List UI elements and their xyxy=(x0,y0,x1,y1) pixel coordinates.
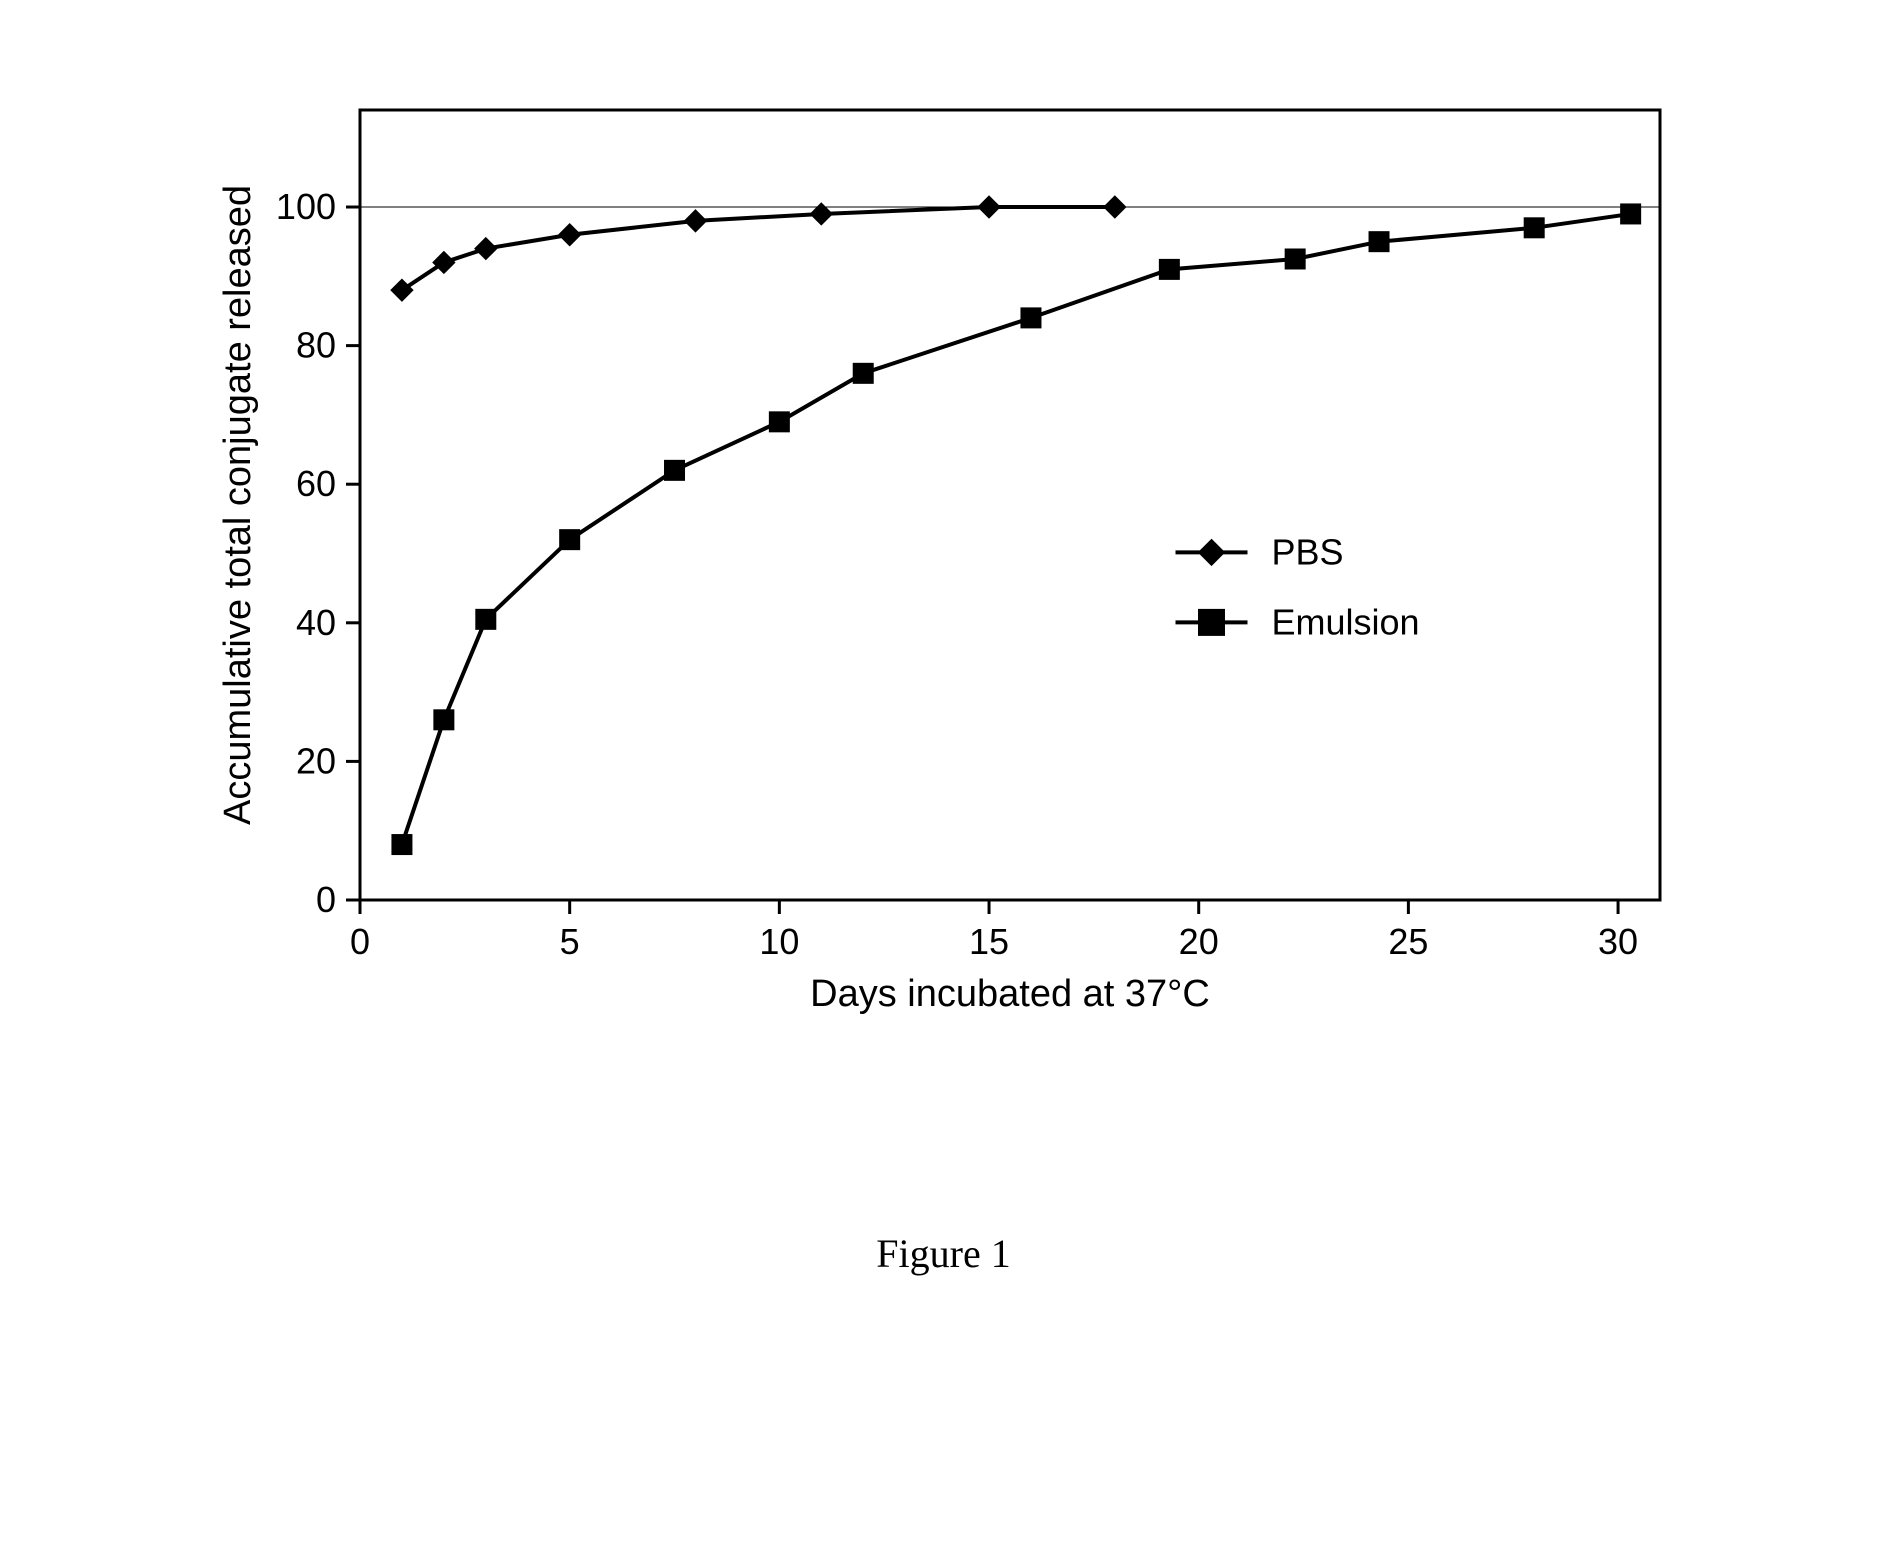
x-tick-label: 10 xyxy=(759,921,799,962)
series-marker-emulsion xyxy=(434,710,454,730)
legend-label: Emulsion xyxy=(1272,601,1420,642)
x-tick-label: 0 xyxy=(350,921,370,962)
page-container: 0 5 10 15 20 25 30 0 20 40 60 80 100 Days incubated a… xyxy=(0,0,1887,1565)
y-axis-label: Accumulative total conjugate released xyxy=(217,185,259,825)
series-marker-emulsion xyxy=(1524,218,1544,238)
series-marker-emulsion xyxy=(853,363,873,383)
y-tick-label: 0 xyxy=(316,879,336,920)
x-tick-label: 15 xyxy=(969,921,1009,962)
figure-caption: Figure 1 xyxy=(0,1230,1887,1277)
x-tick-label: 30 xyxy=(1598,921,1638,962)
series-marker-emulsion xyxy=(1285,249,1305,269)
series-marker-emulsion xyxy=(1621,204,1641,224)
series-marker-emulsion xyxy=(560,530,580,550)
y-tick-label: 100 xyxy=(276,186,336,227)
series-marker-emulsion xyxy=(1159,259,1179,279)
series-marker-emulsion xyxy=(392,835,412,855)
series-marker-emulsion xyxy=(665,460,685,480)
series-marker-emulsion xyxy=(476,609,496,629)
legend-label: PBS xyxy=(1272,531,1344,572)
chart-svg: 0 5 10 15 20 25 30 0 20 40 60 80 100 Days incubated a… xyxy=(210,60,1730,1060)
series-marker-emulsion xyxy=(1369,232,1389,252)
legend-marker xyxy=(1199,609,1225,635)
x-tick-label: 20 xyxy=(1179,921,1219,962)
series-marker-emulsion xyxy=(769,412,789,432)
y-tick-label: 40 xyxy=(296,602,336,643)
release-chart: 0 5 10 15 20 25 30 0 20 40 60 80 100 Days incubated a… xyxy=(210,60,1730,1065)
y-tick-label: 60 xyxy=(296,463,336,504)
x-axis-label: Days incubated at 37°C xyxy=(810,973,1210,1015)
series-marker-emulsion xyxy=(1021,308,1041,328)
x-tick-label: 5 xyxy=(560,921,580,962)
plot-frame xyxy=(360,110,1660,900)
y-tick-label: 80 xyxy=(296,325,336,366)
x-tick-label: 25 xyxy=(1388,921,1428,962)
y-tick-label: 20 xyxy=(296,740,336,781)
